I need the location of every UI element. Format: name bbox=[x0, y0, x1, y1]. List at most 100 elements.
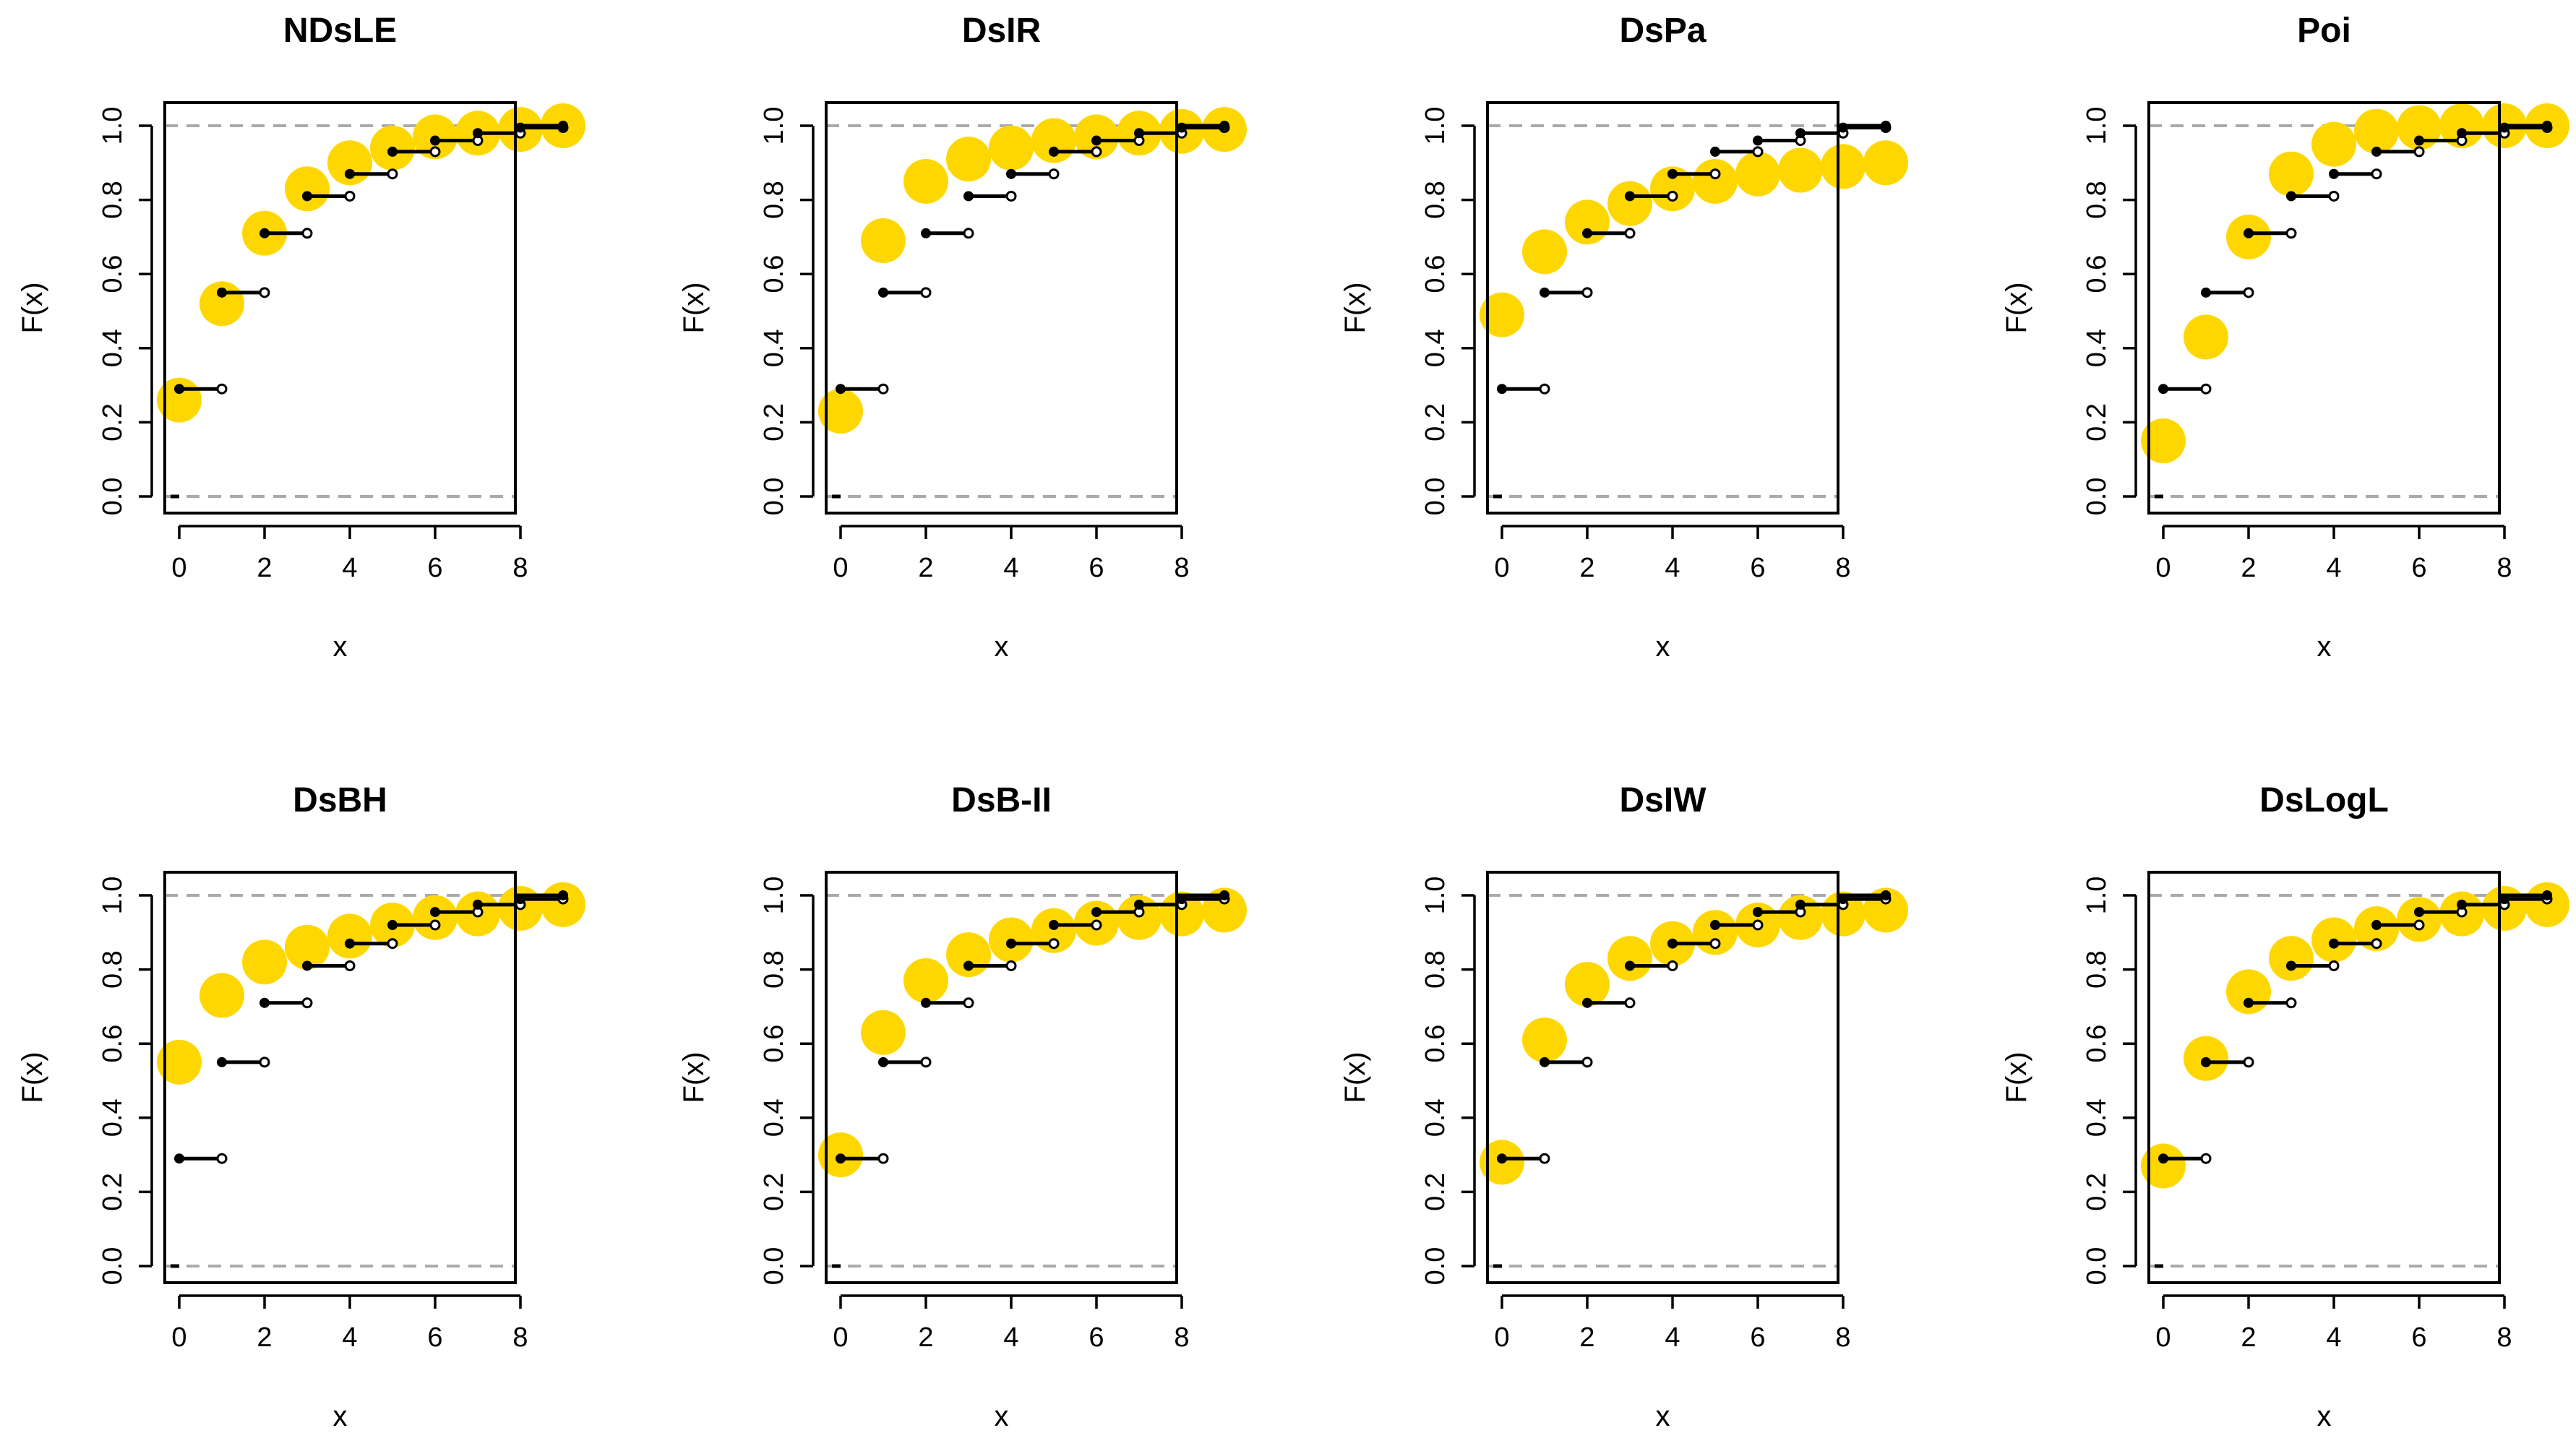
y-tick-label: 0.2 bbox=[2082, 1173, 2112, 1211]
fitted-point bbox=[199, 973, 244, 1018]
fitted-point bbox=[1522, 1017, 1567, 1063]
y-tick-label: 0.4 bbox=[759, 329, 789, 367]
ecdf-point bbox=[1582, 997, 1592, 1008]
plot-frame bbox=[825, 871, 1178, 1284]
ecdf-point bbox=[2414, 135, 2424, 146]
fitted-point bbox=[2269, 151, 2314, 197]
fitted-point bbox=[2354, 108, 2399, 154]
ecdf-open-point bbox=[1667, 190, 1678, 202]
y-tick-label: 0.6 bbox=[98, 1025, 128, 1063]
chart-panel-3: DsPa 0 2 4 6 8 x 0.0 0.2 0.4 0.6 0.8 1.0 F(x) bbox=[1339, 12, 1908, 663]
fitted-point bbox=[2184, 314, 2228, 360]
fitted-point bbox=[1735, 151, 1780, 197]
y-tick-label: 0.8 bbox=[759, 181, 789, 219]
y-tick-label: 0.8 bbox=[1420, 181, 1451, 219]
ecdf-point bbox=[2329, 938, 2339, 949]
x-tick-label: 6 bbox=[1750, 553, 1765, 583]
y-tick-label: 0.4 bbox=[2082, 1098, 2112, 1137]
x-tick-label: 8 bbox=[2496, 553, 2512, 583]
fitted-point bbox=[1778, 147, 1823, 193]
ecdf-point bbox=[174, 384, 184, 395]
ecdf-open-point bbox=[963, 997, 974, 1009]
x-tick-label: 6 bbox=[1089, 553, 1104, 583]
x-tick-label: 0 bbox=[1494, 553, 1509, 583]
fitted-point bbox=[2525, 882, 2569, 927]
ecdf-point bbox=[2371, 920, 2382, 931]
ecdf-point bbox=[2371, 146, 2382, 157]
y-tick-label: 1.0 bbox=[2082, 107, 2112, 145]
fitted-point bbox=[861, 1010, 906, 1055]
ecdf-point bbox=[302, 191, 312, 202]
x-tick-label: 4 bbox=[1665, 1322, 1680, 1353]
fitted-point bbox=[413, 895, 458, 940]
ecdf-point bbox=[217, 287, 227, 298]
fitted-point bbox=[2439, 103, 2484, 148]
ecdf-point bbox=[345, 938, 355, 949]
plot-frame bbox=[1486, 101, 1839, 515]
y-tick-label: 0.6 bbox=[2082, 255, 2112, 293]
ecdf-open-point bbox=[216, 1153, 228, 1164]
chart-panel-4: Poi 0 2 4 6 8 x 0.0 0.2 0.4 0.6 0.8 1.0 F(x) bbox=[2001, 12, 2569, 663]
ecdf-point bbox=[558, 121, 568, 131]
ecdf-open-point bbox=[963, 228, 974, 239]
ecdf-point bbox=[1091, 907, 1102, 918]
ecdf-open-point bbox=[2243, 287, 2254, 298]
ecdf-point bbox=[2201, 287, 2211, 298]
ecdf-open-point bbox=[344, 960, 356, 971]
ecdf-open-point bbox=[1005, 960, 1017, 971]
ecdf-point bbox=[259, 228, 270, 238]
ecdf-point bbox=[558, 890, 568, 900]
ecdf-point bbox=[921, 228, 931, 238]
x-axis-label: x bbox=[1656, 1400, 1670, 1432]
fitted-point bbox=[2141, 418, 2186, 464]
fitted-point bbox=[2141, 1143, 2186, 1189]
x-tick-label: 4 bbox=[1003, 1322, 1018, 1353]
ecdf-point bbox=[836, 1153, 846, 1164]
y-tick-label: 0.2 bbox=[2082, 403, 2112, 442]
ecdf-open-point bbox=[1048, 168, 1060, 180]
x-axis-label: x bbox=[995, 631, 1009, 663]
y-tick-label: 0.4 bbox=[759, 1098, 789, 1137]
ecdf-point bbox=[1667, 938, 1678, 949]
fitted-point bbox=[157, 1039, 202, 1085]
plot-frame bbox=[163, 101, 517, 515]
ecdf-point bbox=[1497, 1153, 1507, 1164]
x-tick-label: 8 bbox=[1835, 1322, 1850, 1353]
y-axis-label: F(x) bbox=[2001, 1051, 2032, 1103]
fitted-point bbox=[989, 125, 1034, 171]
ecdf-point bbox=[1625, 191, 1635, 202]
ecdf-point bbox=[2158, 1153, 2168, 1164]
x-tick-label: 6 bbox=[1750, 1322, 1765, 1353]
ecdf-point bbox=[2244, 997, 2254, 1008]
ecdf-point bbox=[1795, 899, 1806, 910]
y-tick-label: 0.0 bbox=[2082, 478, 2112, 516]
ecdf-point bbox=[387, 146, 398, 157]
fitted-point bbox=[1607, 181, 1652, 226]
fitted-point bbox=[861, 218, 906, 264]
chart-panel-6: DsB-II 0 2 4 6 8 x 0.0 0.2 0.4 0.6 0.8 1.0 F(x) bbox=[678, 781, 1247, 1432]
ecdf-open-point bbox=[1709, 938, 1721, 950]
panel-title: Poi bbox=[2297, 12, 2351, 50]
ecdf-point bbox=[174, 1153, 184, 1164]
fitted-point bbox=[903, 957, 948, 1003]
y-axis-label: F(x) bbox=[1339, 282, 1371, 333]
ecdf-point bbox=[1625, 960, 1635, 971]
fitted-point bbox=[2397, 897, 2442, 942]
x-tick-label: 2 bbox=[918, 1322, 933, 1353]
x-tick-label: 8 bbox=[1174, 553, 1189, 583]
ecdf-point bbox=[2457, 899, 2467, 910]
fitted-point bbox=[242, 939, 287, 985]
panel-title: DsLogL bbox=[2259, 781, 2389, 819]
ecdf-point bbox=[1049, 146, 1059, 157]
fitted-point bbox=[818, 389, 863, 434]
x-tick-label: 4 bbox=[2326, 1322, 2341, 1353]
x-axis-label: x bbox=[2317, 1400, 2332, 1432]
ecdf-open-point bbox=[1624, 228, 1636, 239]
fitted-point bbox=[1821, 144, 1866, 189]
y-tick-label: 0.8 bbox=[2082, 950, 2112, 989]
y-tick-label: 0.8 bbox=[1420, 950, 1451, 989]
y-axis-label: F(x) bbox=[678, 282, 710, 333]
y-tick-label: 0.8 bbox=[98, 950, 128, 989]
x-axis-label: x bbox=[2317, 631, 2332, 663]
